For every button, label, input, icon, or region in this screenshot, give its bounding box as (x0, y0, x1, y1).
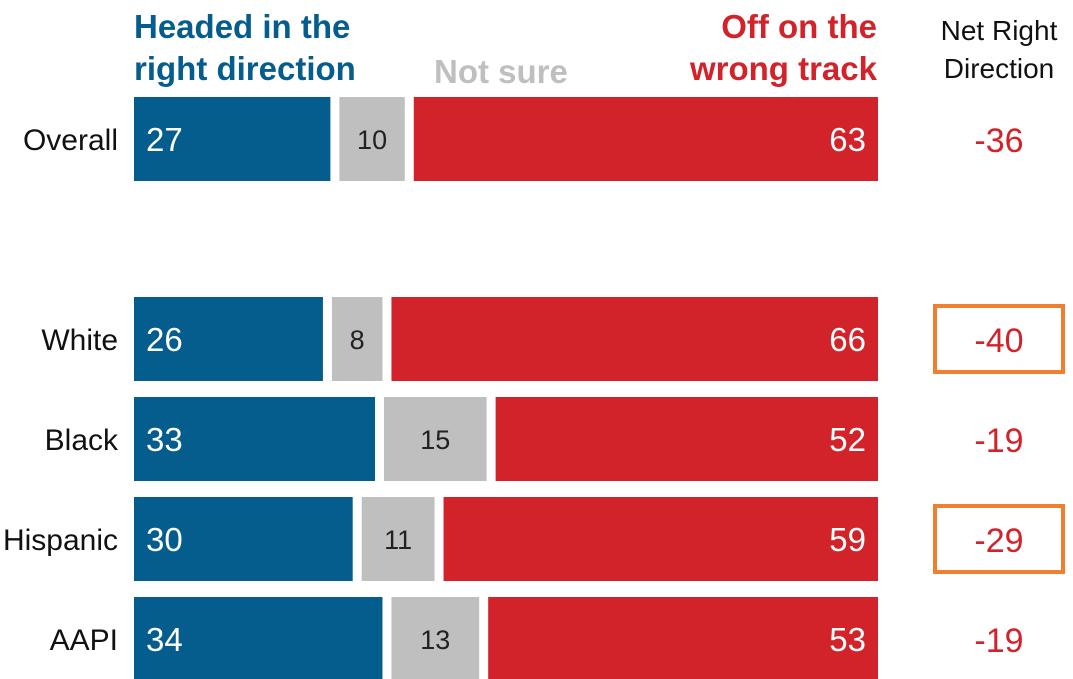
data-label-wrong-track-aapi: 53 (829, 621, 866, 658)
net-value-hispanic: -29 (974, 522, 1023, 560)
highlight-box-white (933, 304, 1065, 374)
header-net-right-direction: Net Right Direction (928, 12, 1070, 88)
header-right-direction-line-1: Headed in the (134, 8, 351, 45)
net-value-overall: -36 (974, 122, 1023, 160)
bar-wrong-track-aapi (488, 597, 878, 679)
bar-wrong-track-hispanic (443, 497, 878, 581)
data-label-right-direction-overall: 27 (146, 121, 183, 158)
net-value-aapi: -19 (974, 622, 1023, 660)
net-value-white: -40 (974, 322, 1023, 360)
data-label-not-sure-white: 8 (350, 325, 365, 355)
data-label-right-direction-black: 33 (146, 421, 183, 458)
bar-not-sure-aapi (391, 597, 480, 679)
data-label-wrong-track-overall: 63 (829, 121, 866, 158)
bar-right-direction-black (134, 397, 376, 481)
header-wrong-track-line-1: Off on the (721, 8, 877, 45)
category-label-black: Black (45, 424, 119, 457)
data-label-not-sure-hispanic: 11 (384, 525, 412, 555)
bar-wrong-track-black (495, 397, 878, 481)
data-label-wrong-track-white: 66 (829, 321, 866, 358)
data-label-wrong-track-hispanic: 59 (829, 521, 866, 558)
bar-wrong-track-white (391, 297, 878, 381)
bar-not-sure-hispanic (361, 497, 435, 581)
net-value-black: -19 (974, 422, 1023, 460)
data-label-not-sure-aapi: 13 (420, 625, 450, 655)
bar-not-sure-overall (339, 97, 405, 181)
bar-right-direction-hispanic (134, 497, 353, 581)
category-label-aapi: AAPI (50, 624, 118, 657)
data-label-not-sure-black: 15 (420, 425, 450, 455)
data-label-right-direction-aapi: 34 (146, 621, 183, 658)
category-label-hispanic: Hispanic (3, 524, 118, 557)
header-net-line-1: Net Right (940, 15, 1058, 46)
header-not-sure: Not sure (434, 53, 568, 90)
bar-not-sure-black (384, 397, 487, 481)
data-label-wrong-track-black: 52 (829, 421, 866, 458)
bar-right-direction-aapi (134, 597, 383, 679)
header-right-direction-line-2: right direction (134, 50, 356, 87)
data-label-not-sure-overall: 10 (357, 125, 387, 155)
header-right-direction: Headed in the right direction (134, 6, 356, 90)
bar-right-direction-white (134, 297, 323, 381)
data-label-right-direction-white: 26 (146, 321, 183, 358)
header-wrong-track-line-2: wrong track (689, 50, 877, 87)
bar-not-sure-white (331, 297, 383, 381)
bar-right-direction-overall (134, 97, 331, 181)
data-label-right-direction-hispanic: 30 (146, 521, 183, 558)
highlight-box-hispanic (933, 504, 1065, 574)
header-net-line-2: Direction (943, 53, 1055, 84)
category-label-overall: Overall (23, 124, 118, 157)
category-label-white: White (41, 324, 118, 357)
bar-wrong-track-overall (413, 97, 878, 181)
header-wrong-track: Off on the wrong track (690, 6, 877, 90)
